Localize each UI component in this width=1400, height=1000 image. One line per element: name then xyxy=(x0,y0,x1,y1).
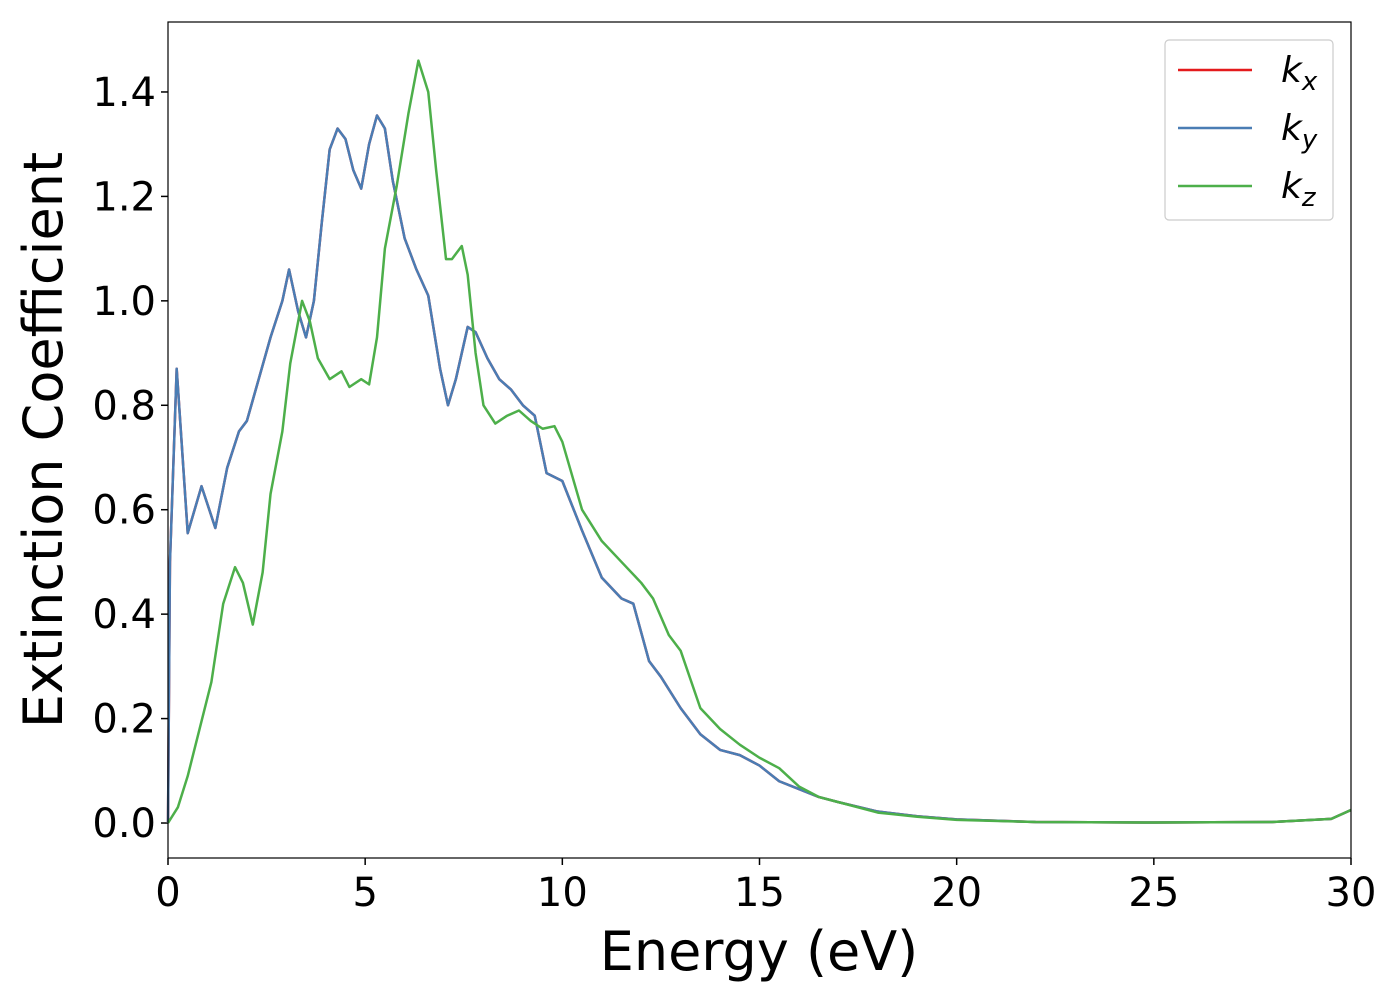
legend-label: kz xyxy=(1281,166,1317,213)
y-tick-label: 0.0 xyxy=(92,801,156,847)
x-tick-label: 0 xyxy=(155,870,180,916)
y-tick-label: 1.0 xyxy=(92,279,156,325)
series-line xyxy=(166,114,1352,824)
x-tick-label: 5 xyxy=(352,870,377,916)
legend-box xyxy=(1164,39,1334,221)
x-tick-label: 15 xyxy=(734,870,785,916)
y-tick-label: 1.4 xyxy=(92,70,156,116)
y-tick-label: 0.2 xyxy=(92,697,156,743)
x-tick-label: 30 xyxy=(1326,870,1377,916)
series-line xyxy=(166,59,1352,824)
y-tick-label: 1.2 xyxy=(92,174,156,220)
x-tick-label: 25 xyxy=(1128,870,1179,916)
plot-frame xyxy=(167,21,1352,859)
legend-label: ky xyxy=(1281,108,1318,155)
x-tick-label: 10 xyxy=(537,870,588,916)
y-tick-label: 0.8 xyxy=(92,383,156,429)
series-line xyxy=(166,114,1352,824)
x-axis-label: Energy (eV) xyxy=(600,920,919,983)
x-tick-label: 20 xyxy=(931,870,982,916)
y-axis-label: Extinction Coefficient xyxy=(12,152,75,728)
y-tick-label: 0.6 xyxy=(92,488,156,534)
y-tick-label: 0.4 xyxy=(92,592,156,638)
legend-label: kx xyxy=(1281,50,1318,97)
